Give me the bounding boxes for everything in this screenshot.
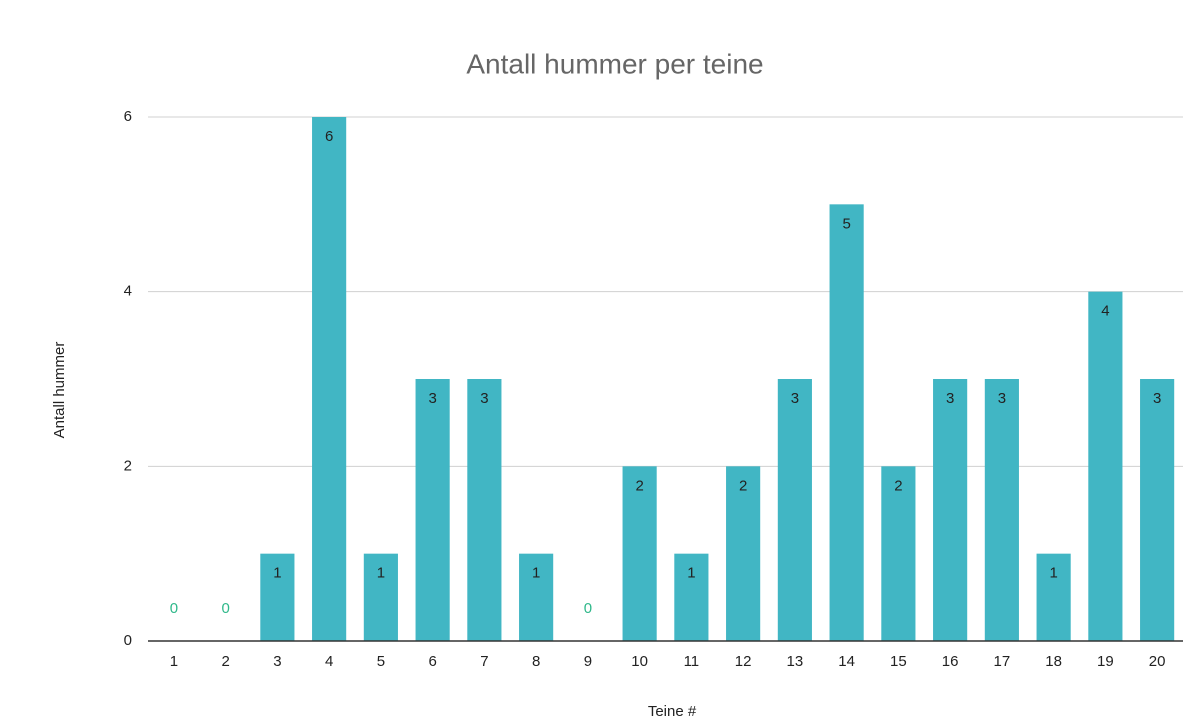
- bar: [984, 379, 1019, 641]
- x-tick-label: 5: [377, 653, 385, 670]
- x-tick-label: 17: [994, 653, 1011, 670]
- data-label: 0: [170, 600, 178, 617]
- bar: [829, 204, 864, 642]
- x-tick-label: 8: [532, 653, 540, 670]
- data-label: 6: [325, 128, 333, 145]
- y-tick-label: 0: [124, 632, 132, 649]
- x-axis-label: Teine #: [648, 703, 697, 720]
- bar: [467, 379, 502, 641]
- x-tick-label: 15: [890, 653, 907, 670]
- x-tick-label: 16: [942, 653, 959, 670]
- x-tick-label: 11: [684, 653, 700, 670]
- data-label: 3: [946, 390, 954, 407]
- x-tick-label: 2: [221, 653, 229, 670]
- data-label: 1: [377, 565, 385, 582]
- data-label: 1: [687, 565, 695, 582]
- data-label: 2: [739, 477, 747, 494]
- x-tick-label: 3: [273, 653, 281, 670]
- data-label: 4: [1101, 303, 1109, 320]
- x-tick-label: 14: [838, 653, 855, 670]
- bar: [519, 553, 554, 641]
- bar: [1140, 379, 1175, 641]
- data-label: 3: [998, 390, 1006, 407]
- bar: [415, 379, 450, 641]
- bar: [933, 379, 968, 641]
- data-label: 1: [532, 565, 540, 582]
- bar: [260, 553, 295, 641]
- bar: [726, 466, 761, 641]
- data-label: 3: [791, 390, 799, 407]
- bar: [622, 466, 657, 641]
- y-tick-label: 4: [124, 283, 132, 300]
- bar: [312, 117, 347, 641]
- x-tick-label: 20: [1149, 653, 1166, 670]
- x-tick-label: 10: [631, 653, 648, 670]
- x-tick-label: 12: [735, 653, 752, 670]
- y-axis-label: Antall hummer: [51, 342, 68, 439]
- bar: [674, 553, 709, 641]
- bar: [881, 466, 916, 641]
- data-label: 1: [273, 565, 281, 582]
- data-label: 3: [480, 390, 488, 407]
- y-tick-label: 2: [124, 457, 132, 474]
- chart-title: Antall hummer per teine: [466, 48, 763, 79]
- x-tick-label: 18: [1045, 653, 1062, 670]
- bar: [1036, 553, 1071, 641]
- data-label: 3: [1153, 390, 1161, 407]
- bar: [363, 553, 398, 641]
- x-tick-label: 9: [584, 653, 592, 670]
- data-label: 2: [894, 477, 902, 494]
- x-tick-label: 1: [170, 653, 178, 670]
- data-label: 0: [221, 600, 229, 617]
- x-tick-label: 4: [325, 653, 333, 670]
- bar: [1088, 291, 1123, 641]
- x-tick-label: 6: [428, 653, 436, 670]
- bar: [777, 379, 812, 641]
- y-tick-label: 6: [124, 108, 132, 125]
- x-tick-label: 7: [480, 653, 488, 670]
- data-label: 0: [584, 600, 592, 617]
- data-label: 5: [842, 215, 850, 232]
- x-tick-label: 13: [787, 653, 804, 670]
- data-label: 1: [1049, 565, 1057, 582]
- data-label: 3: [428, 390, 436, 407]
- data-label: 2: [635, 477, 643, 494]
- x-tick-label: 19: [1097, 653, 1114, 670]
